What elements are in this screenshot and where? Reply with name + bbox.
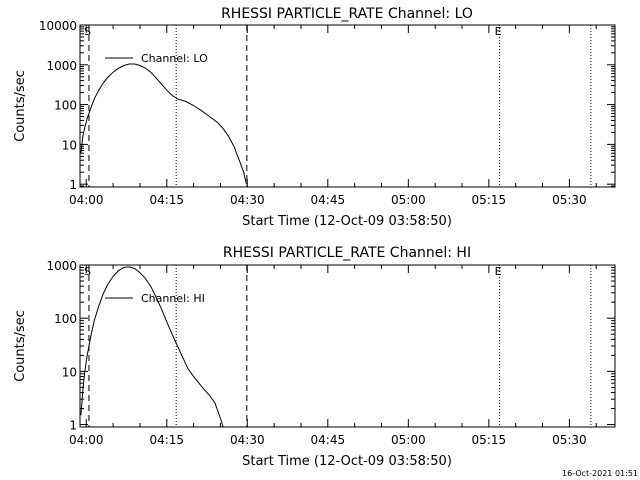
y-tick-label: 100 [54,312,77,326]
x-axis-ticks: 04:00 04:15 04:30 04:45 05:00 05:15 05:30 [69,265,597,447]
x-tick-label: 05:00 [391,193,426,207]
rate-series-line [80,266,224,428]
x-tick-label: 04:45 [311,433,346,447]
x-tick-label: 05:30 [552,433,587,447]
chart-title: RHESSI PARTICLE_RATE Channel: LO [221,6,473,22]
marker-label: E [495,265,502,278]
x-tick-label: 05:00 [391,433,426,447]
rate-series-line [80,63,247,185]
x-tick-label: 04:00 [69,433,104,447]
marker-label: S [84,265,91,278]
y-tick-label: 1000 [46,59,77,73]
y-tick-label: 1000 [46,259,77,273]
y-axis-label: Counts/sec [13,70,28,142]
plot-frame [79,24,616,188]
x-axis-label: Start Time (12-Oct-09 03:58:50) [242,214,452,229]
y-axis-label: Counts/sec [13,310,28,382]
x-axis-ticks: 04:00 04:15 04:30 04:45 05:00 05:15 05:30 [69,25,597,207]
y-tick-label: 100 [54,99,77,113]
x-tick-label: 05:15 [472,433,507,447]
chart-title: RHESSI PARTICLE_RATE Channel: HI [223,245,471,261]
series-group [80,63,247,185]
y-tick-label: 1 [69,178,77,192]
y-tick-label: 10 [62,365,77,379]
y-tick-label: 10000 [39,19,77,33]
marker-label: E [495,25,502,38]
legend-label: Channel: HI [141,292,205,305]
date-stamp: 16-Oct-2021 01:51 [562,469,638,478]
y-axis-ticks: 1 10 100 1000 [46,259,615,433]
x-axis-label: Start Time (12-Oct-09 03:58:50) [242,454,452,469]
x-tick-label: 04:00 [69,193,104,207]
y-tick-label: 1 [69,419,77,433]
x-tick-label: 04:15 [149,193,184,207]
y-axis-ticks: 1 10 100 1000 10000 [39,19,615,192]
x-tick-label: 05:15 [472,193,507,207]
y-tick-label: 10 [62,138,77,152]
marker-label: S [84,25,91,38]
x-tick-label: 05:30 [552,193,587,207]
x-tick-label: 04:30 [230,433,265,447]
legend-label: Channel: LO [141,52,208,65]
x-tick-label: 04:15 [149,433,184,447]
plot-frame [79,264,616,428]
series-group [80,266,224,428]
x-tick-label: 04:30 [230,193,265,207]
x-tick-label: 04:45 [311,193,346,207]
